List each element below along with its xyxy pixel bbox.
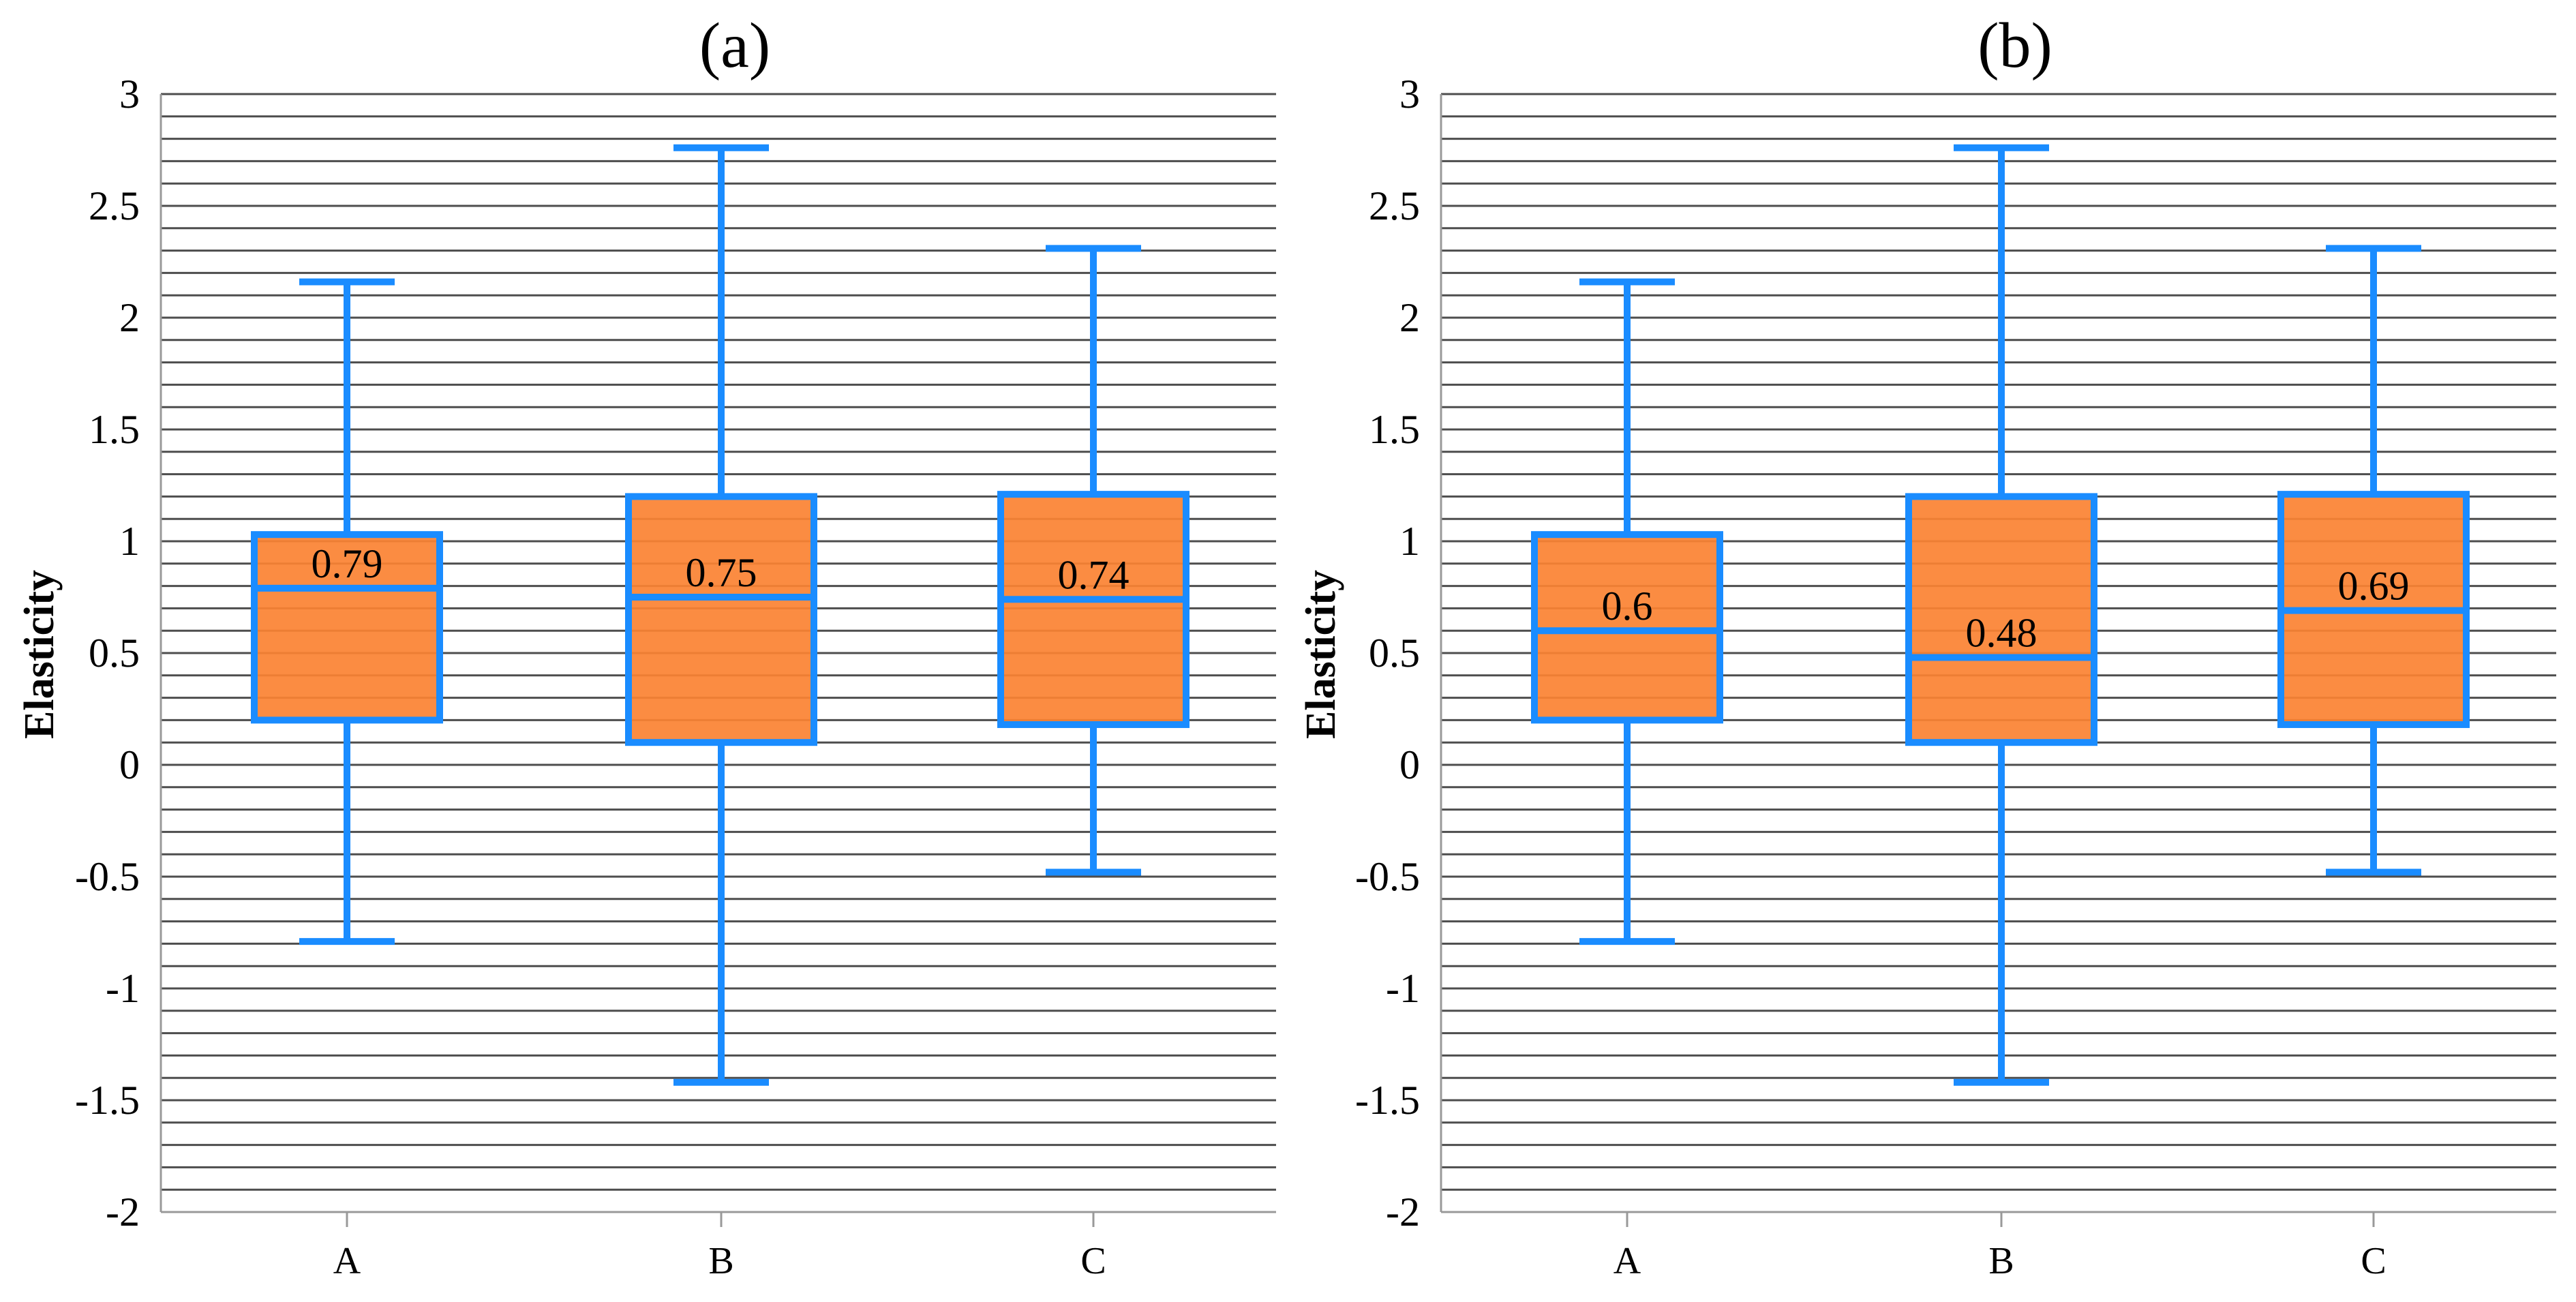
panel-b-ylabel: Elasticity — [1298, 570, 1344, 739]
panel-b-median-label-a: 0.6 — [1602, 584, 1653, 629]
panel-b: (b) Elasticity 3 2.5 2 1.5 1 0.5 0 -0.5 -1 -1.5 -2… — [1298, 10, 2556, 1282]
panel-b-ytick-label: -1 — [1386, 966, 1420, 1011]
panel-a-xticks: A B C — [333, 1212, 1106, 1282]
panel-a-ytick-label: -1 — [106, 966, 140, 1011]
panel-b-ytick-label: -1.5 — [1355, 1078, 1420, 1123]
panel-a-xtick-label: C — [1080, 1240, 1106, 1282]
panel-b-ytick-label: 3 — [1399, 72, 1420, 117]
panel-a: (a) Elasticity 3 2.5 2 1.5 1 0.5 0 -0.5 -1 -1.5 -2… — [16, 10, 1276, 1282]
panel-b-title: (b) — [1978, 10, 2052, 81]
panel-a-ytick-label: 0 — [119, 742, 140, 787]
panel-b-ytick-label: 1 — [1399, 519, 1420, 564]
panel-b-ytick-label: -2 — [1386, 1190, 1420, 1235]
panel-b-xtick-label: B — [1988, 1240, 2014, 1282]
panel-b-xtick-label: C — [2361, 1240, 2386, 1282]
panel-a-median-label-c: 0.74 — [1058, 552, 1130, 597]
panel-b-ytick-label: -0.5 — [1355, 854, 1420, 899]
panel-a-box-c — [997, 491, 1189, 728]
panel-b-ytick-label: 1.5 — [1369, 407, 1420, 452]
panel-b-ytick-label: 0.5 — [1369, 631, 1420, 676]
panel-a-ytick-label: 2 — [119, 295, 140, 340]
panel-b-median-label-c: 0.69 — [2338, 564, 2410, 609]
panel-a-title: (a) — [699, 10, 770, 81]
panel-a-ytick-label: -0.5 — [75, 854, 140, 899]
panel-a-box-b — [625, 493, 817, 746]
panel-a-xtick-label: B — [708, 1240, 733, 1282]
panel-a-boxes: 0.79 0.75 0.74 — [251, 144, 1189, 1086]
panel-a-median-label-b: 0.75 — [686, 550, 757, 595]
panel-a-ytick-label: 0.5 — [89, 631, 140, 676]
panel-a-ytick-label: 1 — [119, 519, 140, 564]
panel-a-ytick-label: -1.5 — [75, 1078, 140, 1123]
panel-b-box-b — [1905, 493, 2097, 746]
panel-a-ytick-label: -2 — [106, 1190, 140, 1235]
panel-b-boxes: 0.6 0.48 0.69 — [1531, 144, 2470, 1086]
panel-a-ytick-label: 2.5 — [89, 183, 140, 228]
panel-a-xtick-label: A — [333, 1240, 361, 1282]
panel-a-median-label-a: 0.79 — [312, 541, 383, 586]
panel-a-ylabel: Elasticity — [16, 570, 63, 739]
panel-b-yticks: 3 2.5 2 1.5 1 0.5 0 -0.5 -1 -1.5 -2 — [1355, 72, 1420, 1235]
panel-b-median-label-b: 0.48 — [1966, 611, 2037, 656]
panel-b-ytick-label: 2.5 — [1369, 183, 1420, 228]
panel-a-box-a — [251, 531, 443, 724]
panel-b-xtick-label: A — [1613, 1240, 1641, 1282]
panel-b-ytick-label: 2 — [1399, 295, 1420, 340]
panel-a-ytick-label: 3 — [119, 72, 140, 117]
panel-b-xticks: A B C — [1613, 1212, 2386, 1282]
panel-b-ytick-label: 0 — [1399, 742, 1420, 787]
panel-a-ytick-label: 1.5 — [89, 407, 140, 452]
panel-a-yticks: 3 2.5 2 1.5 1 0.5 0 -0.5 -1 -1.5 -2 — [75, 72, 140, 1235]
